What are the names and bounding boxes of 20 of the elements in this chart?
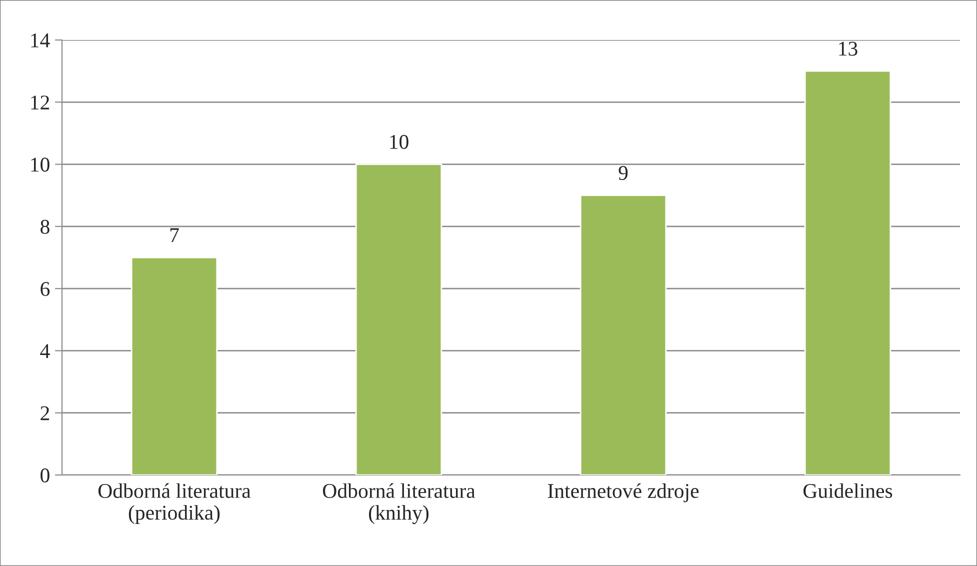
bar xyxy=(580,194,667,475)
bar xyxy=(130,256,218,475)
y-tick-label: 8 xyxy=(40,220,50,234)
y-tick-label: 4 xyxy=(40,344,50,358)
y-tick-label: 14 xyxy=(31,33,50,48)
data-label: 10 xyxy=(390,134,408,149)
x-tick-label: Odborná literatura (knihy) xyxy=(322,483,476,524)
x-tick-label: Internetové zdroje xyxy=(548,483,699,502)
y-tick-label: 0 xyxy=(40,468,50,482)
x-tick-label: Guidelines xyxy=(803,483,892,498)
data-label: 7 xyxy=(170,228,179,242)
bar xyxy=(355,164,442,475)
data-label: 13 xyxy=(839,42,858,56)
y-tick-label: 2 xyxy=(40,406,50,420)
y-tick-label: 12 xyxy=(31,96,50,110)
y-tick-label: 10 xyxy=(31,158,50,172)
y-tick-label: 6 xyxy=(40,282,50,296)
data-label: 9 xyxy=(618,166,628,180)
x-tick-label: Odborná literatura (periodika) xyxy=(98,483,251,524)
bar xyxy=(804,70,892,475)
